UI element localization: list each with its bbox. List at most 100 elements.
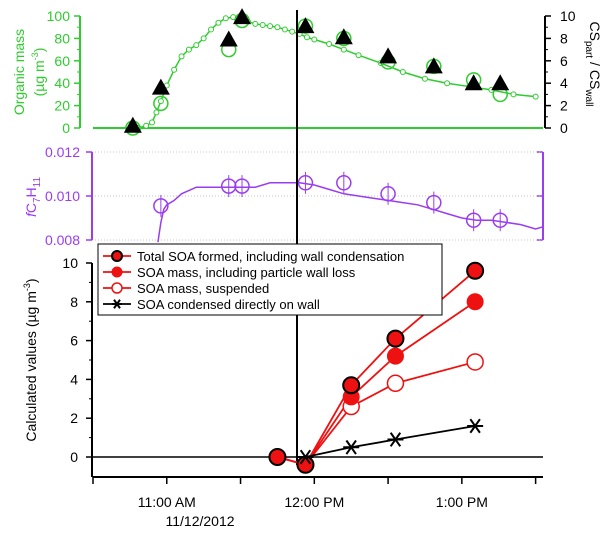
legend-entry-4: SOA condensed directly on wall bbox=[137, 297, 320, 312]
series-4-point bbox=[467, 418, 484, 434]
organic-mass-point bbox=[510, 91, 517, 98]
fc7h11-marker bbox=[336, 175, 352, 191]
top-ytick-label-left: 0 bbox=[62, 120, 70, 136]
legend-entry-1: Total SOA formed, including wall condens… bbox=[137, 249, 404, 264]
x-date-label: 11/12/2012 bbox=[165, 513, 234, 529]
organic-mass-point bbox=[193, 42, 200, 49]
organic-mass-point bbox=[326, 41, 333, 47]
bottom-yticks: 0 2 4 6 8 10 bbox=[62, 255, 92, 465]
organic-mass-point bbox=[252, 20, 259, 27]
organic-mass-point bbox=[143, 122, 150, 129]
series-line-3 bbox=[277, 361, 476, 466]
fc7h11-marker bbox=[465, 212, 482, 228]
middle-yticks: 0.008 0.010 0.012 bbox=[45, 144, 543, 248]
organic-mass-point bbox=[340, 46, 347, 53]
top-ytick-label-left: 100 bbox=[47, 8, 71, 24]
series-line-4 bbox=[305, 425, 476, 458]
cs-ratio-triangle bbox=[424, 57, 443, 74]
middle-panel: fC7H11 0.008 0.010 0.012 bbox=[23, 144, 543, 248]
organic-mass-marker bbox=[153, 95, 169, 112]
middle-ytick-label: 0.012 bbox=[45, 144, 80, 160]
middle-ytick-label: 0.008 bbox=[45, 232, 80, 248]
top-ytick-label-left: 40 bbox=[54, 75, 70, 91]
series-2-point bbox=[386, 347, 404, 365]
cs-ratio-triangle bbox=[123, 116, 142, 133]
organic-mass-point bbox=[399, 69, 406, 75]
top-ytick-label-right: 4 bbox=[560, 75, 568, 91]
top-yticks-left: 0 20 40 60 80 100 bbox=[47, 8, 80, 136]
series-4-point bbox=[297, 449, 314, 465]
organic-mass-point bbox=[149, 119, 156, 126]
fc7h11-marker bbox=[492, 212, 508, 228]
bottom-ytick-label: 8 bbox=[70, 294, 78, 310]
cs-ratio-triangle bbox=[151, 78, 170, 95]
organic-mass-point bbox=[444, 80, 451, 87]
organic-mass-point bbox=[259, 21, 266, 28]
organic-mass-point bbox=[185, 46, 192, 53]
organic-mass-point bbox=[200, 35, 207, 42]
top-ytick-label-left: 60 bbox=[54, 53, 70, 69]
top-ytick-label-left: 20 bbox=[54, 98, 70, 114]
top-ytick-label-right: 2 bbox=[560, 98, 568, 114]
series-3-point bbox=[386, 374, 405, 393]
top-y2label: CSpart / CSwall bbox=[583, 21, 603, 106]
bottom-xtick-label: 12:00 PM bbox=[284, 494, 344, 510]
organic-mass-point bbox=[311, 36, 318, 43]
organic-mass-point bbox=[532, 93, 539, 100]
bottom-ytick-label: 0 bbox=[70, 449, 78, 465]
top-panel: Organic mass (µg m-3) 0 20 40 60 80 100 0 2 4 6 8… bbox=[11, 8, 603, 136]
organic-mass-point bbox=[421, 75, 428, 82]
asterisk-stroke bbox=[345, 439, 357, 455]
cs-ratio-triangle bbox=[491, 74, 510, 91]
series-3-point bbox=[466, 353, 484, 371]
organic-mass-point bbox=[178, 53, 185, 60]
cs-ratio-triangle bbox=[219, 30, 238, 47]
top-ytick-label-right: 10 bbox=[560, 8, 576, 24]
asterisk-stroke bbox=[469, 418, 481, 434]
cs-ratio-triangle bbox=[379, 47, 398, 64]
bottom-xtick-label: 1:00 PM bbox=[436, 494, 488, 510]
series-1-point bbox=[386, 329, 405, 348]
organic-mass-point bbox=[153, 109, 160, 116]
fc7h11-marker bbox=[234, 178, 250, 194]
asterisk-stroke bbox=[113, 299, 121, 309]
legend-entry-3: SOA mass, suspended bbox=[137, 281, 269, 296]
cs-ratio-triangle bbox=[233, 8, 252, 25]
series-4-point bbox=[387, 432, 404, 447]
cs-ratio-triangle bbox=[296, 17, 315, 34]
legend: Total SOA formed, including wall condens… bbox=[97, 243, 443, 316]
legend-marker bbox=[111, 266, 123, 278]
middle-ytick-label: 0.010 bbox=[45, 188, 80, 204]
legend-entry-2: SOA mass, including particle wall loss bbox=[137, 265, 356, 280]
organic-mass-point bbox=[274, 24, 281, 31]
bottom-xtick-label: 11:00 AM bbox=[138, 494, 196, 510]
chart-marks bbox=[79, 8, 546, 478]
top-ylabel-2: (µg m-3) bbox=[30, 48, 47, 97]
organic-mass-point bbox=[267, 23, 274, 30]
top-ytick-label-left: 80 bbox=[54, 30, 70, 46]
top-ylabel-1: Organic mass bbox=[11, 29, 27, 115]
organic-mass-point bbox=[289, 28, 296, 35]
organic-mass-point bbox=[157, 98, 164, 105]
series-line-2 bbox=[277, 301, 476, 466]
legend-marker bbox=[111, 250, 123, 262]
fc7h11-marker bbox=[426, 194, 442, 211]
series-1-point bbox=[342, 376, 361, 395]
series-4-point bbox=[343, 439, 360, 455]
top-yticks-right: 0 2 4 6 8 10 bbox=[545, 8, 576, 136]
series-1-point bbox=[466, 261, 485, 280]
legend-box bbox=[97, 243, 443, 316]
organic-mass-point bbox=[281, 26, 288, 33]
series-1-point bbox=[296, 455, 315, 474]
fc7h11-marker bbox=[380, 186, 396, 202]
bottom-ytick-label: 10 bbox=[62, 255, 78, 271]
cs-ratio-triangle bbox=[334, 28, 353, 45]
organic-mass-point bbox=[355, 52, 362, 59]
top-ytick-label-right: 6 bbox=[560, 53, 568, 69]
fc7h11-marker bbox=[153, 198, 169, 214]
bottom-ylabel: Calculated values (µg m-3) bbox=[22, 278, 39, 441]
cs-ratio-triangle bbox=[464, 74, 483, 91]
bottom-ytick-label: 6 bbox=[70, 333, 78, 349]
organic-mass-point bbox=[222, 15, 229, 22]
legend-marker bbox=[112, 299, 122, 309]
